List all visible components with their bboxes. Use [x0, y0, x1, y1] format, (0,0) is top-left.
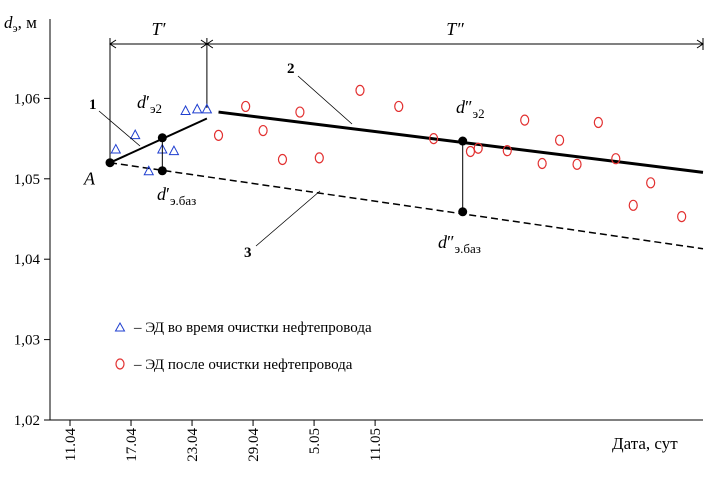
y-tick-label: 1,02 — [14, 413, 40, 429]
trend-line-3 — [109, 161, 704, 250]
circle-point — [355, 84, 365, 96]
leader-3 — [255, 190, 321, 247]
circle-point — [213, 129, 224, 141]
label-d2-base: d″э.баз — [438, 232, 481, 256]
circle-point — [258, 124, 268, 137]
triangle-point — [110, 143, 122, 154]
legend-label-after: – ЭД после очистки нефтепровода — [133, 357, 353, 373]
annotations: Ad′э2 d′э.баз d″э2 d″э.баз 1 2 3 — [83, 61, 485, 261]
leader-1 — [98, 110, 141, 147]
triangle-point — [168, 145, 180, 156]
key-point-d2_2 — [458, 136, 468, 146]
y-tick-label: 1,05 — [14, 172, 40, 188]
x-tick-label: 17.04 — [124, 428, 140, 462]
leader-2 — [297, 75, 353, 125]
circle-point — [677, 210, 687, 223]
circle-point — [572, 158, 582, 170]
x-tick-label: 11.04 — [63, 428, 79, 462]
period-label-t1: T′ — [151, 19, 166, 39]
period-brackets: T′ T″ — [109, 19, 704, 163]
triangle-point — [191, 103, 203, 114]
label-d1-2: d′э2 — [137, 92, 162, 116]
key-points — [105, 133, 468, 217]
circle-point — [646, 177, 656, 189]
y-tick-label: 1,03 — [14, 333, 40, 349]
triangle-point — [201, 103, 213, 114]
x-tick-label: 23.04 — [185, 428, 201, 462]
x-tick-label: 29.04 — [246, 428, 262, 462]
line-label-2: 2 — [287, 61, 295, 77]
triangle-point — [143, 165, 155, 176]
x-tick-label: 5.05 — [307, 428, 323, 454]
period-label-t2: T″ — [446, 19, 464, 39]
circle-point — [502, 145, 512, 157]
circle-point — [537, 157, 547, 170]
circle-point — [394, 100, 404, 113]
label-d1-base: d′э.баз — [157, 184, 196, 208]
axes: dэ, м — [4, 13, 703, 421]
x-axis-label: Дата, сут — [612, 434, 678, 453]
circle-point — [241, 100, 251, 113]
circle-point — [611, 153, 621, 165]
circle-point — [429, 133, 439, 145]
key-point-d2_base — [458, 207, 468, 217]
ticks: 1,06 1,05 1,04 1,03 1,02 11.04 17.04 23.04 29.04… — [14, 91, 678, 461]
label-d2-2: d″э2 — [456, 97, 485, 121]
circle-point — [520, 114, 530, 126]
circle-point — [554, 134, 565, 146]
y-tick-label: 1,06 — [14, 91, 41, 107]
x-tick-label: 11.05 — [368, 428, 384, 461]
triangle-point — [180, 104, 191, 115]
trend-lines — [109, 110, 704, 250]
circle-point — [628, 199, 638, 211]
circle-point — [473, 142, 483, 154]
line-label-1: 1 — [89, 97, 97, 113]
key-point-A — [105, 158, 115, 168]
circle-point — [277, 153, 288, 166]
circle-point — [314, 152, 324, 164]
circle-point — [295, 106, 305, 118]
line-label-3: 3 — [244, 245, 252, 261]
circle-point — [465, 145, 476, 158]
key-point-d1_base — [157, 166, 167, 176]
circle-point — [593, 116, 603, 129]
legend-circle-icon — [115, 358, 125, 370]
legend-triangle-icon — [114, 321, 126, 332]
triangle-point — [129, 129, 141, 140]
key-point-d1_2 — [157, 133, 167, 143]
trend-line-1 — [109, 117, 208, 164]
point-label-a: A — [83, 169, 96, 189]
y-axis-label: dэ, м — [4, 13, 37, 35]
legend-label-during: – ЭД во время очистки нефтепровода — [133, 320, 372, 336]
legend: – ЭД во время очистки нефтепровода – ЭД п… — [114, 320, 372, 373]
y-tick-label: 1,04 — [14, 252, 41, 268]
data-points — [110, 84, 687, 223]
